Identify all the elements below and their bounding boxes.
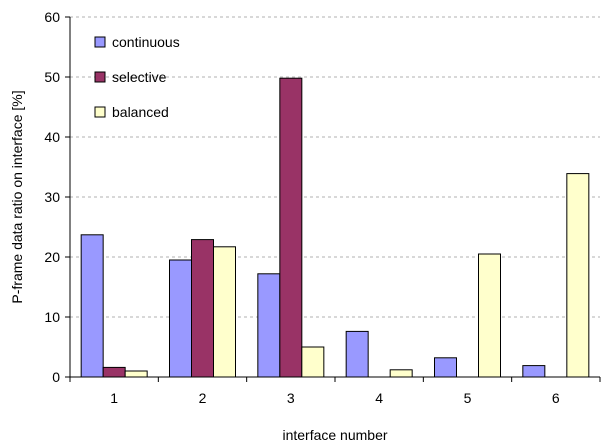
y-tick-label: 50 <box>44 69 60 85</box>
legend: continuous selective balanced <box>94 34 180 120</box>
bar-balanced <box>213 246 236 378</box>
x-tick-label: 1 <box>110 390 118 406</box>
bars <box>80 77 590 378</box>
x-axis-label: interface number <box>282 427 387 443</box>
x-tick-label: 4 <box>375 390 383 406</box>
legend-label-selective: selective <box>112 69 167 85</box>
bar-continuous <box>257 273 281 378</box>
x-tick-label: 6 <box>552 390 560 406</box>
bar-continuous <box>169 259 192 378</box>
legend-label-continuous: continuous <box>112 34 180 50</box>
bar-balanced <box>389 369 413 378</box>
y-tick-label: 30 <box>44 189 60 205</box>
x-tick-label: 3 <box>287 390 295 406</box>
x-ticks: 1 2 3 4 5 6 <box>69 377 601 406</box>
gridlines <box>70 16 600 318</box>
y-tick-label: 10 <box>44 309 60 325</box>
bar-selective <box>191 239 214 378</box>
bar-balanced <box>566 173 590 378</box>
bar-continuous <box>522 365 546 378</box>
bar-selective <box>102 366 126 378</box>
x-tick-label: 5 <box>464 390 472 406</box>
bar-balanced <box>124 370 148 378</box>
legend-swatch-balanced <box>94 106 106 118</box>
bar-selective <box>279 77 303 378</box>
legend-swatch-selective <box>94 71 106 83</box>
y-tick-label: 20 <box>44 249 60 265</box>
y-tick-label: 60 <box>44 9 60 25</box>
bar-continuous <box>80 234 104 378</box>
y-ticks: 0 10 20 30 40 50 60 <box>44 9 70 385</box>
legend-swatch-continuous <box>94 36 106 48</box>
legend-label-balanced: balanced <box>112 104 169 120</box>
bar-balanced <box>301 346 325 378</box>
y-tick-label: 0 <box>52 369 60 385</box>
bar-continuous <box>345 330 369 378</box>
y-tick-label: 40 <box>44 129 60 145</box>
x-tick-label: 2 <box>199 390 207 406</box>
y-axis-label: P-frame data ratio on interface [%] <box>9 90 25 303</box>
bar-continuous <box>434 357 457 378</box>
bar-balanced <box>478 253 501 378</box>
